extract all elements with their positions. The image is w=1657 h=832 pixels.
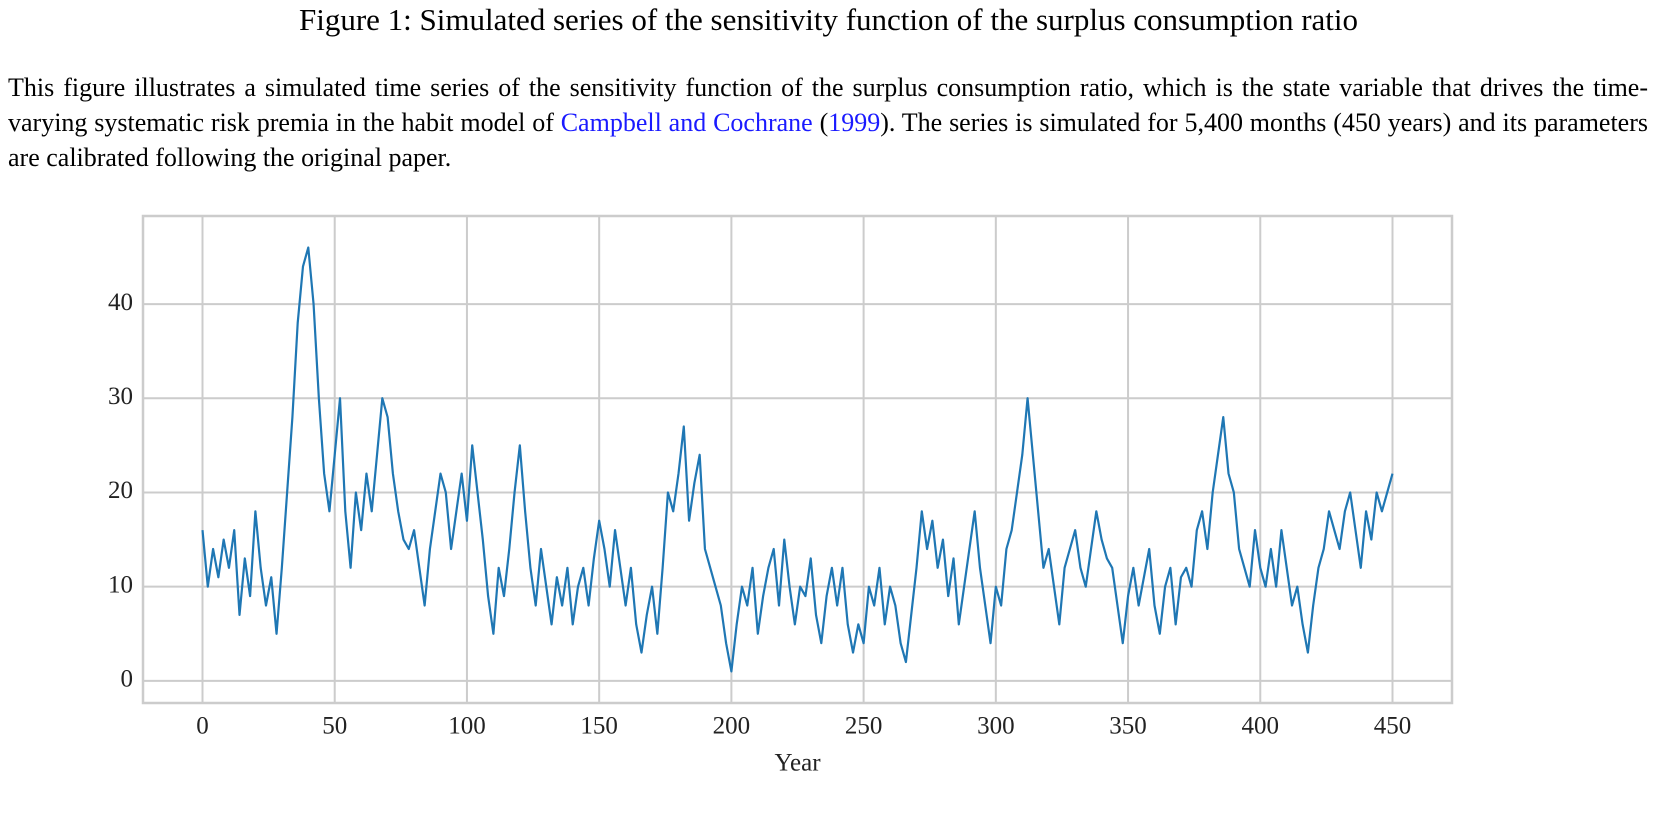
- figure-caption: This figure illustrates a simulated time…: [8, 70, 1648, 175]
- y-tick-label: 10: [108, 571, 133, 598]
- x-tick-label: 400: [1242, 713, 1280, 740]
- x-tick-label: 150: [580, 713, 618, 740]
- x-tick-label: 250: [845, 713, 883, 740]
- x-axis-label: Year: [774, 750, 821, 777]
- x-tick-label: 200: [713, 713, 751, 740]
- caption-text: This figure illustrates a simulated time…: [8, 73, 1648, 137]
- citation-year-link[interactable]: 1999: [828, 108, 881, 137]
- figure-title: Figure 1: Simulated series of the sensit…: [298, 2, 1359, 37]
- y-tick-label: 40: [108, 289, 133, 316]
- x-tick-label: 50: [322, 713, 347, 740]
- x-tick-label: 300: [977, 713, 1015, 740]
- x-tick-label: 350: [1109, 713, 1147, 740]
- plot-frame: [141, 214, 1454, 705]
- y-tick-label: 30: [108, 383, 133, 410]
- caption-text: ). The series is simulated for 5,400 mon…: [8, 108, 1648, 172]
- y-tick-label: 20: [108, 477, 133, 504]
- x-tick-label: 0: [196, 713, 209, 740]
- data-line: [201, 246, 1394, 673]
- x-tick-label: 450: [1374, 713, 1412, 740]
- y-tick-label: 0: [121, 666, 134, 693]
- caption-text: (: [812, 108, 829, 137]
- citation-link[interactable]: Campbell and Cochrane: [560, 108, 813, 137]
- x-tick-label: 100: [448, 713, 486, 740]
